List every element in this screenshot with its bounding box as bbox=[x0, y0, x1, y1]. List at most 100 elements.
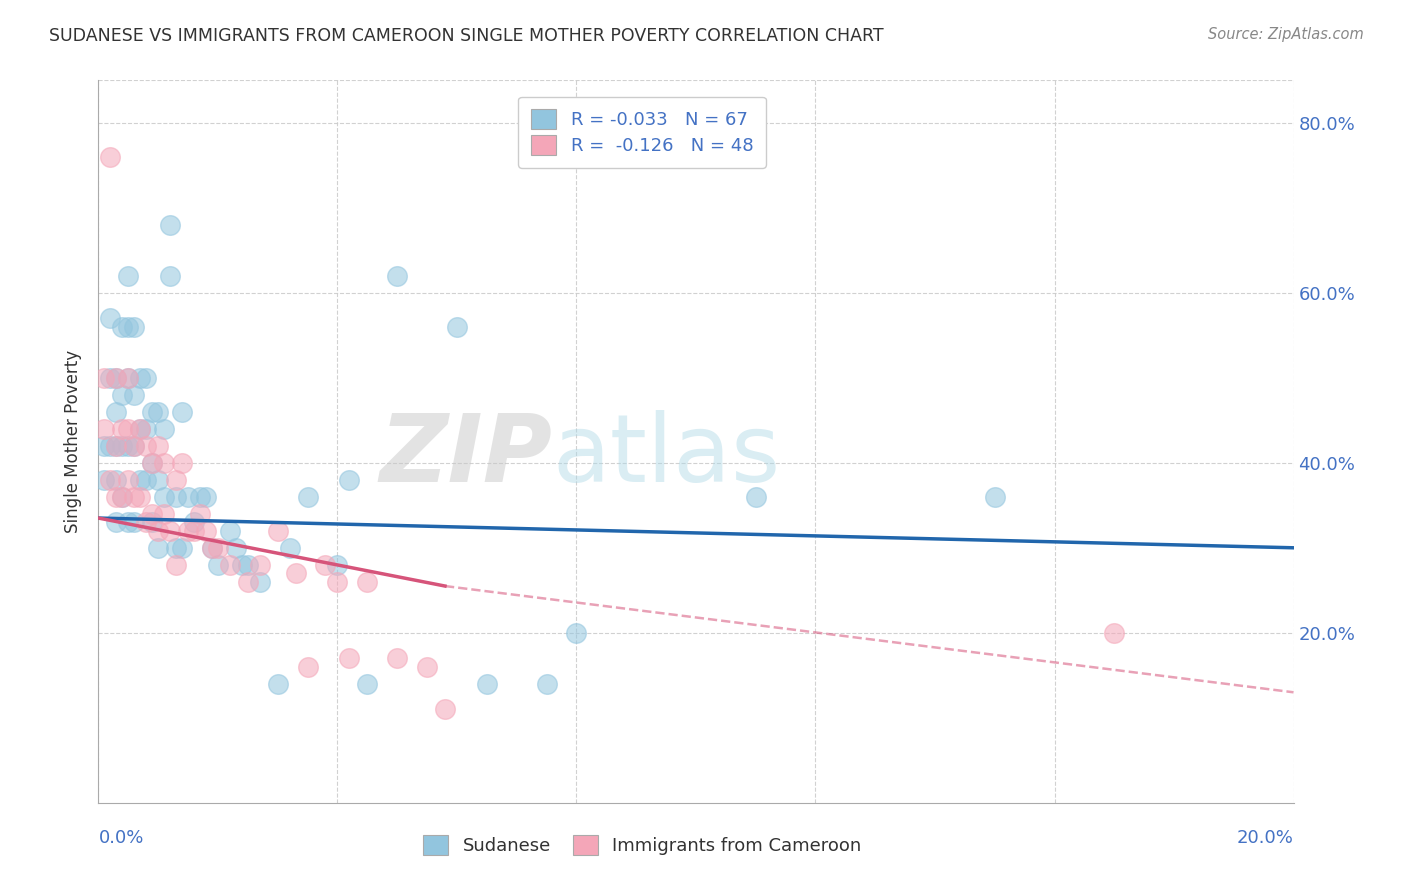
Point bbox=[201, 541, 224, 555]
Point bbox=[315, 558, 337, 572]
Point bbox=[385, 268, 409, 283]
Point bbox=[1104, 625, 1126, 640]
Point bbox=[195, 524, 218, 538]
Text: ZIP: ZIP bbox=[380, 410, 553, 502]
Point bbox=[117, 268, 139, 283]
Point bbox=[105, 439, 128, 453]
Text: 0.0%: 0.0% bbox=[98, 829, 143, 847]
Point bbox=[111, 319, 134, 334]
Point bbox=[129, 422, 152, 436]
Point bbox=[93, 371, 115, 385]
Text: atlas: atlas bbox=[553, 410, 780, 502]
Point bbox=[141, 516, 163, 530]
Point bbox=[326, 558, 349, 572]
Point bbox=[475, 677, 498, 691]
Point bbox=[153, 507, 176, 521]
Point bbox=[183, 516, 205, 530]
Point bbox=[159, 268, 181, 283]
Point bbox=[135, 422, 157, 436]
Point bbox=[135, 516, 157, 530]
Point bbox=[177, 524, 200, 538]
Point bbox=[105, 371, 128, 385]
Point bbox=[165, 541, 187, 555]
Point bbox=[201, 541, 224, 555]
Point bbox=[219, 524, 242, 538]
Legend: Sudanese, Immigrants from Cameroon: Sudanese, Immigrants from Cameroon bbox=[416, 828, 869, 863]
Point bbox=[98, 311, 122, 326]
Point bbox=[565, 625, 588, 640]
Point bbox=[165, 490, 187, 504]
Point bbox=[141, 456, 163, 470]
Point bbox=[117, 371, 139, 385]
Point bbox=[129, 490, 152, 504]
Point bbox=[117, 473, 139, 487]
Point bbox=[148, 405, 170, 419]
Point bbox=[267, 677, 290, 691]
Point bbox=[98, 371, 122, 385]
Point bbox=[177, 490, 200, 504]
Point bbox=[98, 473, 122, 487]
Y-axis label: Single Mother Poverty: Single Mother Poverty bbox=[65, 350, 83, 533]
Point bbox=[129, 371, 152, 385]
Point bbox=[117, 439, 139, 453]
Text: SUDANESE VS IMMIGRANTS FROM CAMEROON SINGLE MOTHER POVERTY CORRELATION CHART: SUDANESE VS IMMIGRANTS FROM CAMEROON SIN… bbox=[49, 27, 884, 45]
Point bbox=[183, 524, 205, 538]
Point bbox=[129, 473, 152, 487]
Point bbox=[105, 473, 128, 487]
Point bbox=[745, 490, 768, 504]
Point bbox=[117, 319, 139, 334]
Point bbox=[236, 574, 259, 589]
Point bbox=[172, 405, 194, 419]
Point bbox=[111, 490, 134, 504]
Point bbox=[124, 439, 146, 453]
Point bbox=[111, 388, 134, 402]
Point bbox=[129, 422, 152, 436]
Point bbox=[195, 490, 218, 504]
Point bbox=[124, 516, 146, 530]
Point bbox=[225, 541, 247, 555]
Point bbox=[153, 456, 176, 470]
Point bbox=[135, 439, 157, 453]
Point bbox=[159, 218, 181, 232]
Point bbox=[416, 660, 439, 674]
Point bbox=[356, 677, 378, 691]
Point bbox=[93, 422, 115, 436]
Point bbox=[536, 677, 558, 691]
Point bbox=[111, 490, 134, 504]
Point bbox=[141, 507, 163, 521]
Point bbox=[249, 558, 271, 572]
Point bbox=[98, 439, 122, 453]
Point bbox=[188, 507, 211, 521]
Point bbox=[93, 439, 115, 453]
Point bbox=[105, 405, 128, 419]
Point bbox=[267, 524, 290, 538]
Point bbox=[124, 439, 146, 453]
Point bbox=[297, 660, 319, 674]
Point bbox=[124, 319, 146, 334]
Point bbox=[153, 490, 176, 504]
Point bbox=[111, 439, 134, 453]
Point bbox=[135, 473, 157, 487]
Point bbox=[207, 541, 229, 555]
Point bbox=[356, 574, 378, 589]
Point bbox=[117, 422, 139, 436]
Point bbox=[153, 422, 176, 436]
Point bbox=[188, 490, 211, 504]
Point bbox=[339, 473, 361, 487]
Point bbox=[219, 558, 242, 572]
Point bbox=[165, 558, 187, 572]
Point bbox=[105, 371, 128, 385]
Point bbox=[231, 558, 253, 572]
Point bbox=[105, 490, 128, 504]
Point bbox=[984, 490, 1007, 504]
Point bbox=[434, 702, 457, 716]
Point bbox=[98, 150, 122, 164]
Point bbox=[141, 456, 163, 470]
Text: 20.0%: 20.0% bbox=[1237, 829, 1294, 847]
Point bbox=[207, 558, 229, 572]
Point bbox=[172, 541, 194, 555]
Point bbox=[141, 405, 163, 419]
Point bbox=[111, 422, 134, 436]
Point bbox=[117, 371, 139, 385]
Point bbox=[278, 541, 301, 555]
